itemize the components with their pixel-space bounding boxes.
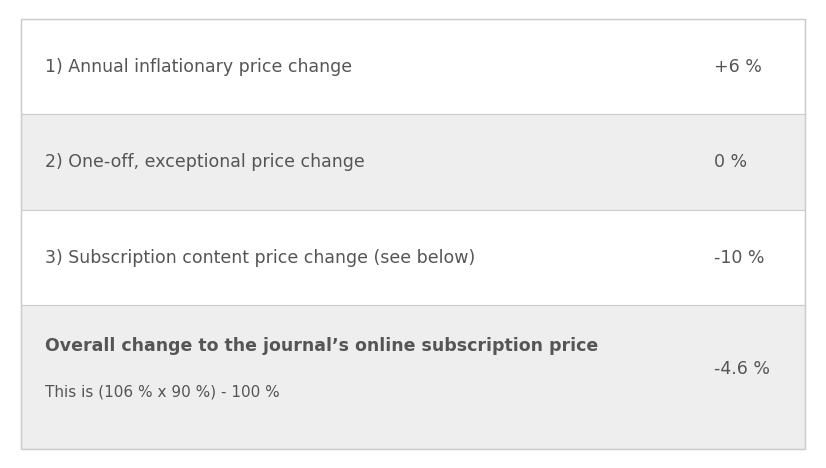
Text: This is (106 % x 90 %) - 100 %: This is (106 % x 90 %) - 100 % (45, 384, 280, 399)
Text: -10 %: -10 % (714, 249, 765, 267)
Bar (21, 210, 805, 306)
Text: 1) Annual inflationary price change: 1) Annual inflationary price change (45, 58, 353, 75)
Text: 3) Subscription content price change (see below): 3) Subscription content price change (se… (45, 249, 476, 267)
Bar (21, 19, 805, 114)
Bar (21, 114, 805, 210)
Text: 2) One-off, exceptional price change: 2) One-off, exceptional price change (45, 153, 365, 171)
Text: -4.6 %: -4.6 % (714, 360, 771, 378)
Bar (21, 306, 805, 449)
Text: Overall change to the journal’s online subscription price: Overall change to the journal’s online s… (45, 337, 599, 355)
Text: 0 %: 0 % (714, 153, 748, 171)
Text: +6 %: +6 % (714, 58, 762, 75)
